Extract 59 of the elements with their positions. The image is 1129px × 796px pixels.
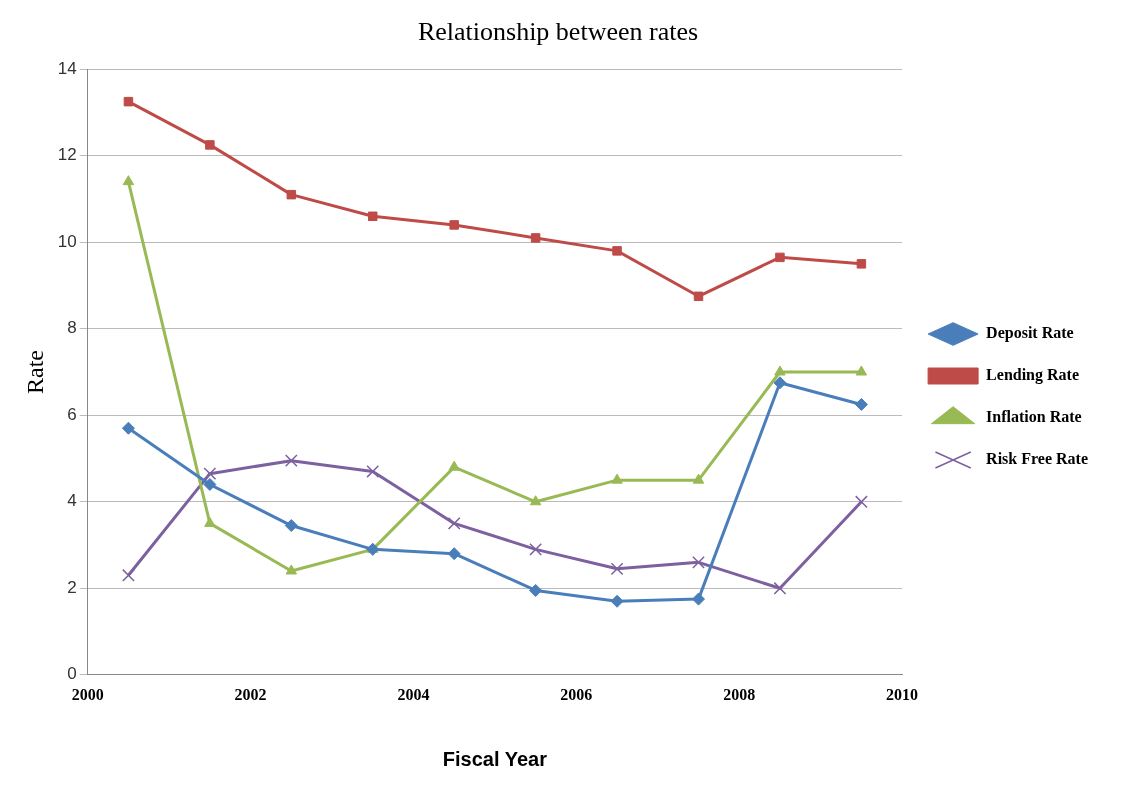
point bbox=[856, 259, 867, 269]
point bbox=[286, 189, 297, 200]
point bbox=[203, 467, 217, 481]
point bbox=[203, 477, 217, 491]
y-tick-label: 12 bbox=[57, 145, 77, 165]
point bbox=[284, 454, 298, 468]
point bbox=[610, 562, 624, 576]
point bbox=[447, 516, 461, 530]
point bbox=[774, 365, 786, 376]
y-tick-label: 4 bbox=[67, 491, 77, 511]
x-tick-label: 2010 bbox=[886, 685, 919, 703]
point bbox=[773, 376, 787, 390]
y-tick-label: 10 bbox=[57, 231, 77, 251]
chart-title: Relationship between rates bbox=[417, 17, 699, 47]
point bbox=[693, 291, 704, 302]
legend-label: Inflation Rate bbox=[986, 408, 1082, 426]
point bbox=[529, 583, 543, 597]
point bbox=[284, 519, 298, 533]
point bbox=[612, 246, 622, 256]
point bbox=[530, 233, 541, 243]
y-tick-label: 0 bbox=[67, 664, 77, 684]
y-tick-label: 14 bbox=[57, 58, 77, 78]
point bbox=[122, 175, 135, 186]
point bbox=[204, 516, 216, 527]
point bbox=[122, 568, 135, 582]
y-tick-label: 8 bbox=[67, 318, 77, 338]
point bbox=[529, 542, 543, 556]
point bbox=[854, 495, 868, 509]
point bbox=[775, 252, 785, 263]
point bbox=[854, 397, 868, 411]
point bbox=[449, 220, 459, 230]
point bbox=[692, 592, 705, 606]
point bbox=[773, 581, 787, 595]
y-tick-label: 2 bbox=[67, 577, 77, 597]
point bbox=[123, 96, 134, 107]
point bbox=[448, 460, 460, 471]
x-tick-label: 2008 bbox=[723, 685, 756, 703]
point bbox=[285, 564, 297, 575]
legend-label: Deposit Rate bbox=[986, 324, 1074, 343]
point bbox=[692, 555, 705, 569]
legend-label: Risk Free Rate bbox=[986, 450, 1089, 468]
point bbox=[529, 495, 542, 506]
x-tick-label: 2002 bbox=[234, 685, 267, 703]
x-tick-label: 2000 bbox=[71, 685, 104, 703]
y-axis-title: Rate bbox=[21, 350, 48, 394]
point bbox=[447, 547, 461, 561]
point bbox=[205, 140, 215, 150]
x-tick-label: 2004 bbox=[397, 685, 430, 703]
point bbox=[611, 473, 623, 484]
point bbox=[692, 473, 705, 484]
point bbox=[368, 211, 378, 222]
legend-label: Lending Rate bbox=[986, 366, 1080, 385]
point bbox=[610, 594, 624, 608]
point bbox=[855, 365, 868, 376]
point bbox=[121, 421, 135, 435]
x-tick-label: 2006 bbox=[560, 685, 593, 703]
x-axis-title: Fiscal Year bbox=[442, 747, 548, 770]
point bbox=[366, 465, 380, 478]
y-tick-label: 6 bbox=[67, 404, 77, 424]
